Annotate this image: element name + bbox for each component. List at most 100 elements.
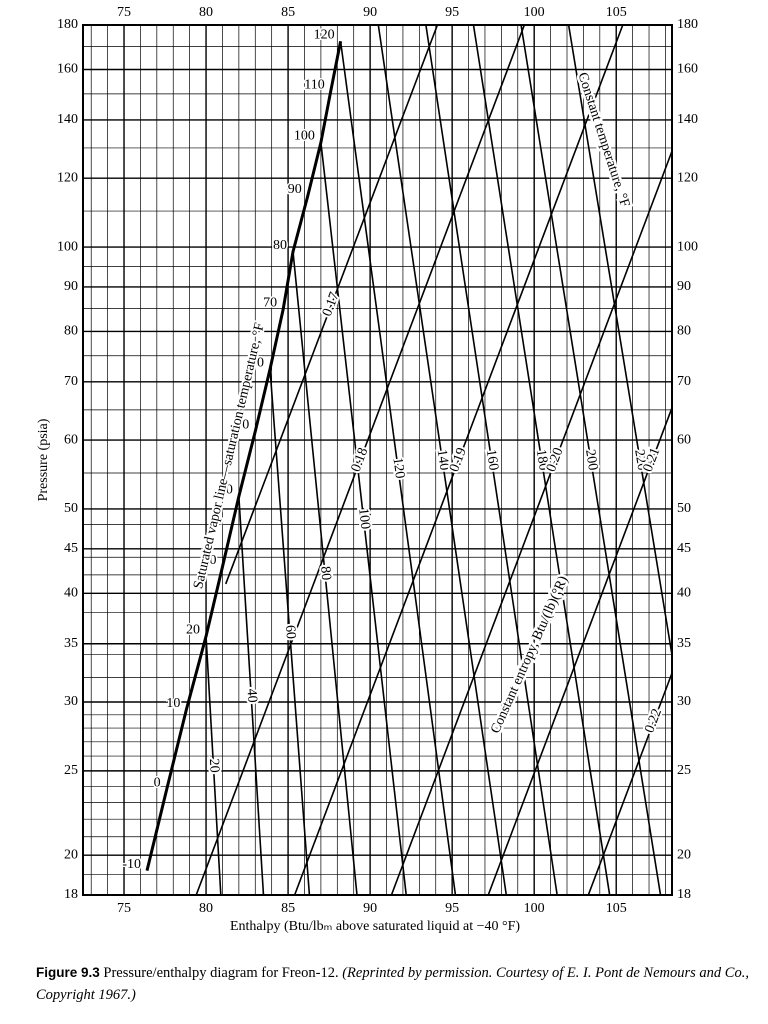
x-tick-label-top: 75 <box>117 5 131 20</box>
property-line <box>293 25 624 895</box>
x-tick-label: 105 <box>606 901 627 916</box>
x-tick-label: 90 <box>363 901 377 916</box>
property-line <box>425 25 558 895</box>
x-tick-label: 95 <box>445 901 459 916</box>
y-tick-label: 180 <box>57 17 78 32</box>
line-label: 220 <box>631 448 649 471</box>
y2-tick-label: 60 <box>677 432 691 447</box>
y-tick-label: 100 <box>57 239 78 254</box>
y-tick-label: 35 <box>64 636 78 651</box>
y2-tick-label: 18 <box>677 887 691 902</box>
property-line <box>520 25 662 895</box>
property-line <box>205 636 222 895</box>
property-line <box>224 25 439 585</box>
y-tick-label: 45 <box>64 541 78 556</box>
x-tick-label: 100 <box>524 901 545 916</box>
line-label: 20 <box>206 758 222 773</box>
y-tick-label: 25 <box>64 763 78 778</box>
line-label: 100 <box>355 507 372 530</box>
line-label: 120 <box>389 457 407 480</box>
grid <box>83 24 672 896</box>
line-label: 180 <box>533 448 551 471</box>
saturation-line <box>145 41 343 871</box>
y-tick-label: 90 <box>64 279 78 294</box>
y-tick-label: 70 <box>64 374 78 389</box>
property-line <box>472 25 611 895</box>
point-label: 20 <box>186 622 200 637</box>
point-label: 120 <box>314 28 335 43</box>
point-label: 50 <box>235 418 249 433</box>
y2-tick-label: 70 <box>677 374 691 389</box>
x-tick-label-top: 105 <box>606 5 627 20</box>
property-line <box>390 148 672 895</box>
y-tick-label: 20 <box>64 847 78 862</box>
y2-tick-label: 35 <box>677 636 691 651</box>
point-label: 60 <box>250 355 264 370</box>
y-tick-label: 160 <box>57 62 78 77</box>
point-label: 100 <box>294 129 315 144</box>
point-label: 110 <box>304 77 324 92</box>
point-label: 30 <box>202 553 216 568</box>
y2-tick-label: 40 <box>677 586 691 601</box>
point-label: 90 <box>288 182 302 197</box>
x-tick-label-top: 100 <box>524 5 545 20</box>
property-line <box>269 369 311 895</box>
y2-tick-label: 80 <box>677 324 691 339</box>
property-line <box>292 251 358 895</box>
point-label: 80 <box>273 238 287 253</box>
caption-credit: (Reprinted by permission. Courtesy of E.… <box>36 965 749 1003</box>
chart: Enthalpy (Btu/lbₘ above saturated liquid… <box>36 5 698 934</box>
line-label: 60 <box>282 624 298 639</box>
property-line <box>587 670 672 895</box>
property-line <box>487 405 672 895</box>
line-label: 160 <box>483 448 501 471</box>
caption-text: Pressure/enthalpy diagram for Freon-12. <box>103 965 339 981</box>
y2-tick-label: 120 <box>677 170 698 185</box>
point-label: 40 <box>219 483 233 498</box>
property-line <box>377 25 508 895</box>
y2-tick-label: 180 <box>677 17 698 32</box>
line-label: 40 <box>244 688 260 703</box>
line-label: 200 <box>582 448 600 471</box>
point-label: 10 <box>166 696 180 711</box>
y2-tick-label: 20 <box>677 847 691 862</box>
y-tick-label: 50 <box>64 501 78 516</box>
y-tick-label: 18 <box>64 887 78 902</box>
caption: Figure 9.3 Pressure/enthalpy diagram for… <box>36 962 761 1006</box>
y2-tick-label: 90 <box>677 279 691 294</box>
point-label: -10 <box>122 857 141 872</box>
property-line <box>238 496 265 895</box>
y-tick-label: 120 <box>57 170 78 185</box>
x-tick-label: 85 <box>281 901 295 916</box>
y2-tick-label: 140 <box>677 112 698 127</box>
y2-tick-label: 45 <box>677 541 691 556</box>
caption-label: Figure 9.3 <box>36 965 100 980</box>
y-tick-label: 80 <box>64 324 78 339</box>
property-line <box>195 25 526 895</box>
y-tick-label: 60 <box>64 432 78 447</box>
x-tick-label-top: 80 <box>199 5 213 20</box>
plot-frame <box>82 24 673 896</box>
property-line <box>339 41 457 895</box>
y2-tick-label: 160 <box>677 62 698 77</box>
property-line <box>320 142 408 895</box>
y2-tick-label: 30 <box>677 694 691 709</box>
x-tick-label-top: 95 <box>445 5 459 20</box>
x-tick-label-top: 85 <box>281 5 295 20</box>
y2-tick-label: 50 <box>677 501 691 516</box>
y-axis-label: Pressure (psia) <box>36 418 51 501</box>
line-label: 80 <box>317 566 333 581</box>
x-tick-label: 75 <box>117 901 131 916</box>
y2-tick-label: 25 <box>677 763 691 778</box>
x-tick-label: 80 <box>199 901 213 916</box>
point-label: 70 <box>263 296 277 311</box>
y-tick-label: 40 <box>64 586 78 601</box>
line-label: 140 <box>434 448 452 471</box>
point-label: 0 <box>154 776 161 791</box>
y2-tick-label: 100 <box>677 239 698 254</box>
y-tick-label: 30 <box>64 694 78 709</box>
y-tick-label: 140 <box>57 112 78 127</box>
x-tick-label-top: 90 <box>363 5 377 20</box>
property-line <box>567 25 672 660</box>
